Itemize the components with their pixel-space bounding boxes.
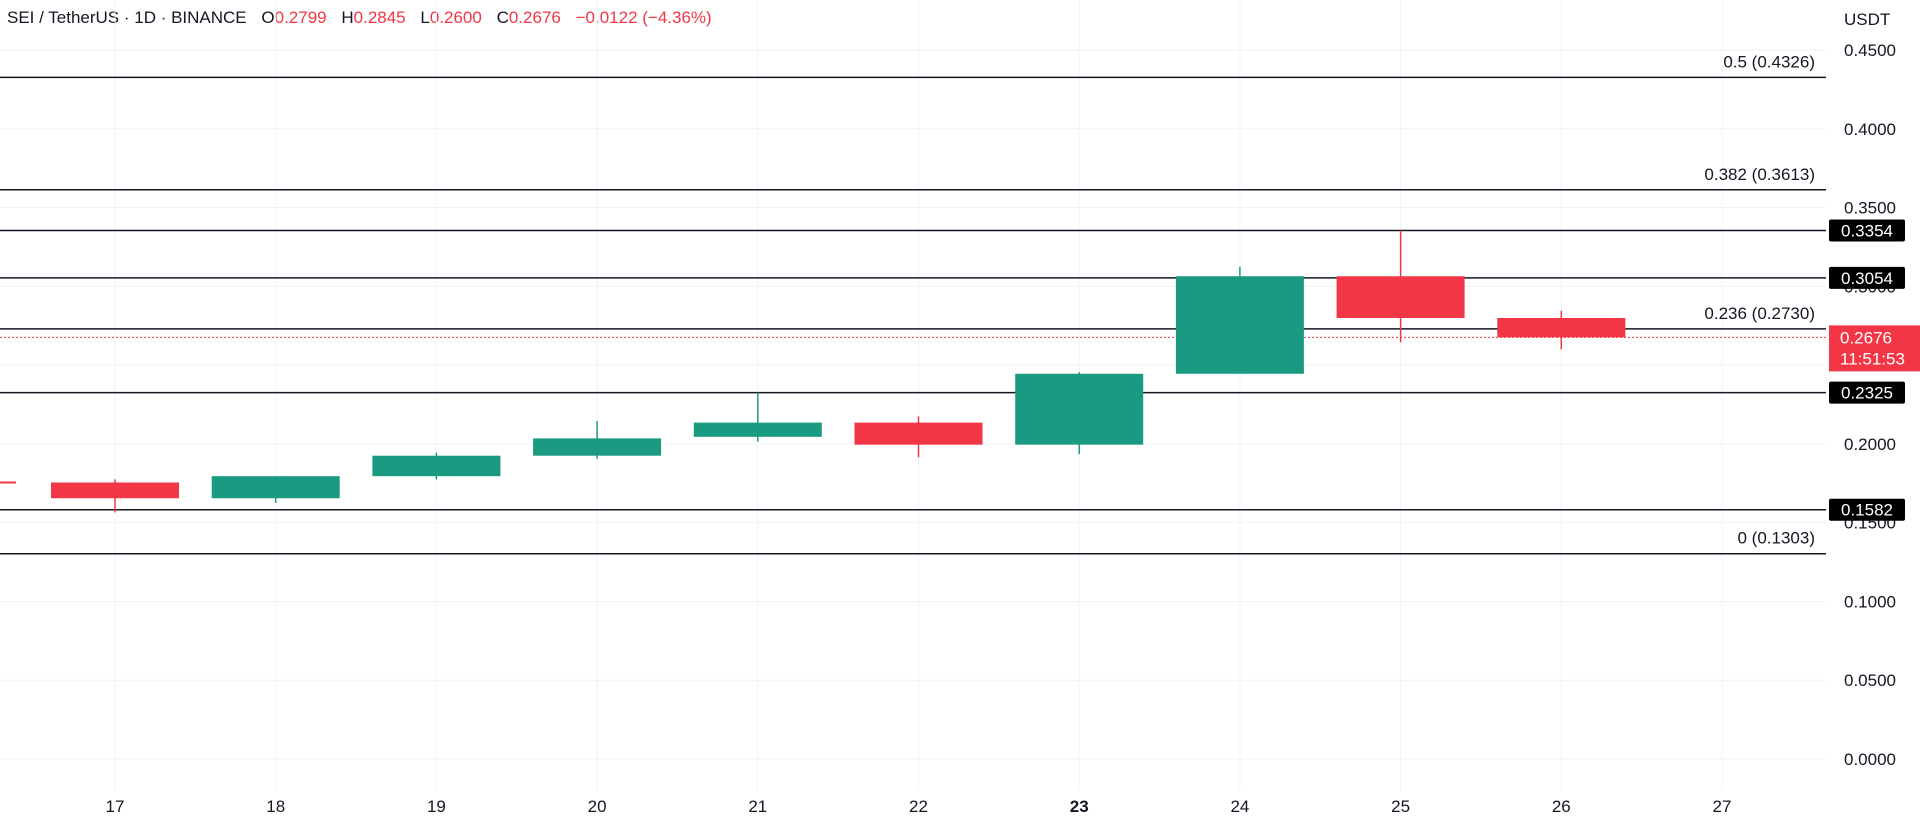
x-tick-label: 22 <box>909 797 928 816</box>
candle-body <box>533 438 662 456</box>
grid <box>0 0 1826 790</box>
current-price-badge <box>1829 325 1920 372</box>
x-tick-label: 23 <box>1070 797 1089 816</box>
y-tick-label: 0.4000 <box>1844 120 1896 139</box>
candles <box>0 230 1626 513</box>
candle-body <box>211 476 340 499</box>
symbol-legend: SEI / TetherUS · 1D · BINANCE O0.2799 H0… <box>7 8 712 28</box>
candle <box>533 421 662 459</box>
price-badges: 0.3354 0.3054 0.2325 0.1582 0.2676 11:51:53 <box>1829 219 1920 521</box>
x-tick-label: 27 <box>1713 797 1732 816</box>
countdown-label: 11:51:53 <box>1840 349 1905 368</box>
y-tick-label: 0.0000 <box>1844 750 1896 769</box>
x-tick-label: 25 <box>1391 797 1410 816</box>
candle <box>693 392 822 442</box>
y-tick-label: 0.1000 <box>1844 592 1896 611</box>
high-label: H <box>341 8 354 27</box>
open-value: 0.2799 <box>274 8 327 27</box>
x-tick-label: 21 <box>748 797 767 816</box>
current-price-label: 0.2676 <box>1840 328 1892 347</box>
open-label: O <box>261 8 275 27</box>
x-tick-label: 17 <box>106 797 125 816</box>
currency-label[interactable]: USDT <box>1844 10 1891 29</box>
fib-level-label: 0.382 (0.3613) <box>1704 165 1815 184</box>
candle <box>372 452 501 480</box>
fib-level-label: 0 (0.1303) <box>1738 529 1816 548</box>
symbol-title[interactable]: SEI / TetherUS · 1D · BINANCE <box>7 8 247 27</box>
close-label: C <box>496 8 509 27</box>
high-value: 0.2845 <box>353 8 406 27</box>
candle <box>211 476 340 503</box>
candle-body <box>693 422 822 437</box>
level-badge <box>1829 381 1905 404</box>
candle-body <box>854 422 983 445</box>
level-badge-label: 0.3354 <box>1841 222 1893 241</box>
candle-body <box>51 482 179 499</box>
x-tick-label: 19 <box>427 797 446 816</box>
x-tick-label: 26 <box>1552 797 1571 816</box>
level-badge-label: 0.2325 <box>1841 384 1893 403</box>
close-value: 0.2676 <box>508 8 561 27</box>
level-badge-label: 0.3054 <box>1841 269 1893 288</box>
time-axis: 17 18 19 20 21 22 23 24 25 26 27 <box>106 797 1732 816</box>
fibonacci-levels: 0.5 (0.4326) 0.382 (0.3613) 0.236 (0.2730)… <box>0 52 1826 555</box>
level-badge <box>1829 498 1905 521</box>
candle-body <box>1015 373 1144 445</box>
x-tick-label: 24 <box>1230 797 1249 816</box>
fib-level-label: 0.5 (0.4326) <box>1723 52 1815 71</box>
candle-body <box>1336 276 1465 319</box>
candle-body <box>1497 318 1626 338</box>
x-tick-label: 18 <box>266 797 285 816</box>
low-value: 0.2600 <box>429 8 482 27</box>
y-tick-label: 0.0500 <box>1844 671 1896 690</box>
candle <box>1336 230 1465 343</box>
candle <box>854 416 983 458</box>
level-badge-label: 0.1582 <box>1841 501 1893 520</box>
low-label: L <box>420 8 430 27</box>
level-badge <box>1829 266 1905 289</box>
level-badge <box>1829 219 1905 242</box>
x-tick-label: 20 <box>588 797 607 816</box>
candle <box>1175 266 1304 374</box>
candle-body <box>372 455 501 477</box>
price-change: −0.0122 (−4.36%) <box>575 8 712 27</box>
y-tick-label: 0.2000 <box>1844 435 1896 454</box>
y-tick-label: 0.4500 <box>1844 41 1896 60</box>
fib-level-label: 0.236 (0.2730) <box>1704 304 1815 323</box>
candle <box>51 479 179 513</box>
price-axis: 0.45000.40000.35000.30000.25000.20000.15… <box>1844 41 1896 769</box>
candle <box>1015 372 1144 455</box>
candle <box>1497 310 1626 350</box>
y-tick-label: 0.3500 <box>1844 199 1896 218</box>
horizontal-levels <box>0 229 1826 511</box>
candle-body <box>1175 276 1304 374</box>
